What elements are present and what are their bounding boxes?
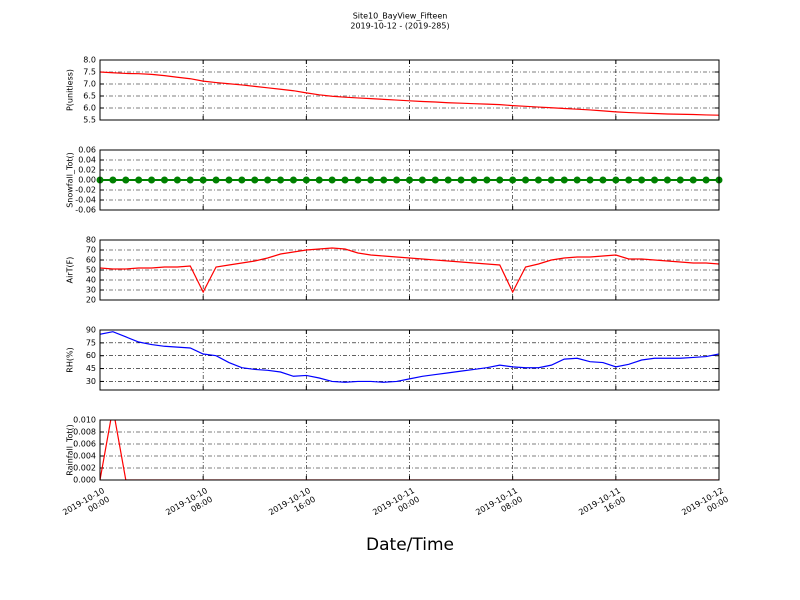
y-tick-label: 7.5: [83, 68, 96, 77]
data-point: [289, 176, 297, 184]
y-tick-label: 0.04: [78, 156, 96, 165]
y-axis-label: P(unitless): [66, 69, 75, 111]
data-point: [547, 176, 555, 184]
data-line: [100, 331, 719, 383]
data-point: [676, 176, 684, 184]
data-point: [367, 176, 375, 184]
data-point: [251, 176, 259, 184]
data-point: [418, 176, 426, 184]
y-tick-label: 60: [86, 351, 96, 360]
data-point: [522, 176, 530, 184]
data-point: [651, 176, 659, 184]
y-tick-label: 0.02: [78, 166, 96, 175]
y-tick-label: 40: [86, 276, 96, 285]
chart-subtitle: 2019-10-12 - (2019-285): [350, 22, 449, 31]
data-point: [109, 176, 117, 184]
data-point: [560, 176, 568, 184]
data-point: [328, 176, 336, 184]
data-point: [199, 176, 207, 184]
data-point: [431, 176, 439, 184]
y-tick-label: 0.004: [73, 452, 96, 461]
data-point: [341, 176, 349, 184]
data-point: [470, 176, 478, 184]
data-point: [135, 176, 143, 184]
data-point: [457, 176, 465, 184]
x-axis-label: Date/Time: [366, 535, 454, 555]
data-point: [354, 176, 362, 184]
y-tick-label: 70: [86, 246, 96, 255]
data-point: [534, 176, 542, 184]
data-line: [100, 71, 719, 116]
y-tick-label: 5.5: [83, 116, 96, 125]
y-tick-label: 0.00: [78, 176, 96, 185]
y-tick-label: 0.000: [73, 476, 96, 485]
data-point: [509, 176, 517, 184]
data-line: [100, 247, 719, 294]
y-tick-label: 60: [86, 256, 96, 265]
data-point: [663, 176, 671, 184]
y-tick-label: 20: [86, 296, 96, 305]
data-point: [212, 176, 220, 184]
data-point: [483, 176, 491, 184]
y-axis-label: RH(%): [66, 347, 75, 372]
data-point: [393, 176, 401, 184]
data-point: [496, 176, 504, 184]
data-point: [302, 176, 310, 184]
plot-frame: [99, 59, 720, 121]
y-tick-label: 45: [86, 364, 96, 373]
y-tick-label: 30: [86, 377, 96, 386]
y-axis-label: AirT(F): [66, 257, 75, 284]
y-tick-label: 30: [86, 286, 96, 295]
data-point: [638, 176, 646, 184]
data-point: [173, 176, 181, 184]
y-tick-label: 6.5: [83, 92, 96, 101]
data-point: [315, 176, 323, 184]
chart-title: Site10_BayView_Fifteen: [353, 12, 448, 21]
plot-frame: [99, 239, 720, 301]
y-axis-label: Snowfall_Tot(): [66, 152, 75, 208]
data-point: [160, 176, 168, 184]
plot-frame: [99, 149, 720, 211]
plot-frame: [99, 419, 720, 481]
y-tick-label: 0.006: [73, 440, 96, 449]
data-point: [406, 176, 413, 184]
y-tick-label: 50: [86, 266, 96, 275]
y-axis-label: Rainfall_Tot(): [66, 424, 75, 476]
data-point: [702, 176, 710, 184]
y-tick-label: -0.04: [75, 196, 96, 205]
y-tick-label: 0.008: [73, 428, 96, 437]
data-point: [277, 176, 285, 184]
data-point: [122, 176, 130, 184]
y-tick-label: 8.0: [83, 56, 96, 65]
data-point: [225, 176, 233, 184]
plot-frame: [99, 329, 720, 391]
y-tick-label: 90: [86, 326, 96, 335]
y-tick-label: 75: [86, 338, 96, 347]
y-tick-label: 7.0: [83, 80, 96, 89]
data-point: [264, 176, 272, 184]
data-point: [599, 176, 607, 184]
data-point: [380, 176, 388, 184]
data-point: [573, 176, 581, 184]
y-tick-label: 6.0: [83, 104, 96, 113]
data-point: [612, 176, 620, 184]
data-point: [186, 176, 194, 184]
data-point: [238, 176, 246, 184]
y-tick-label: 0.06: [78, 146, 96, 155]
data-point: [625, 176, 633, 184]
data-point: [586, 176, 594, 184]
y-tick-label: -0.06: [75, 206, 96, 215]
data-point: [444, 176, 452, 184]
data-point: [148, 176, 156, 184]
y-tick-label: 0.002: [73, 464, 96, 473]
y-tick-label: -0.02: [75, 186, 96, 195]
y-tick-label: 0.010: [73, 416, 96, 425]
y-tick-label: 80: [86, 236, 96, 245]
data-point: [689, 176, 697, 184]
